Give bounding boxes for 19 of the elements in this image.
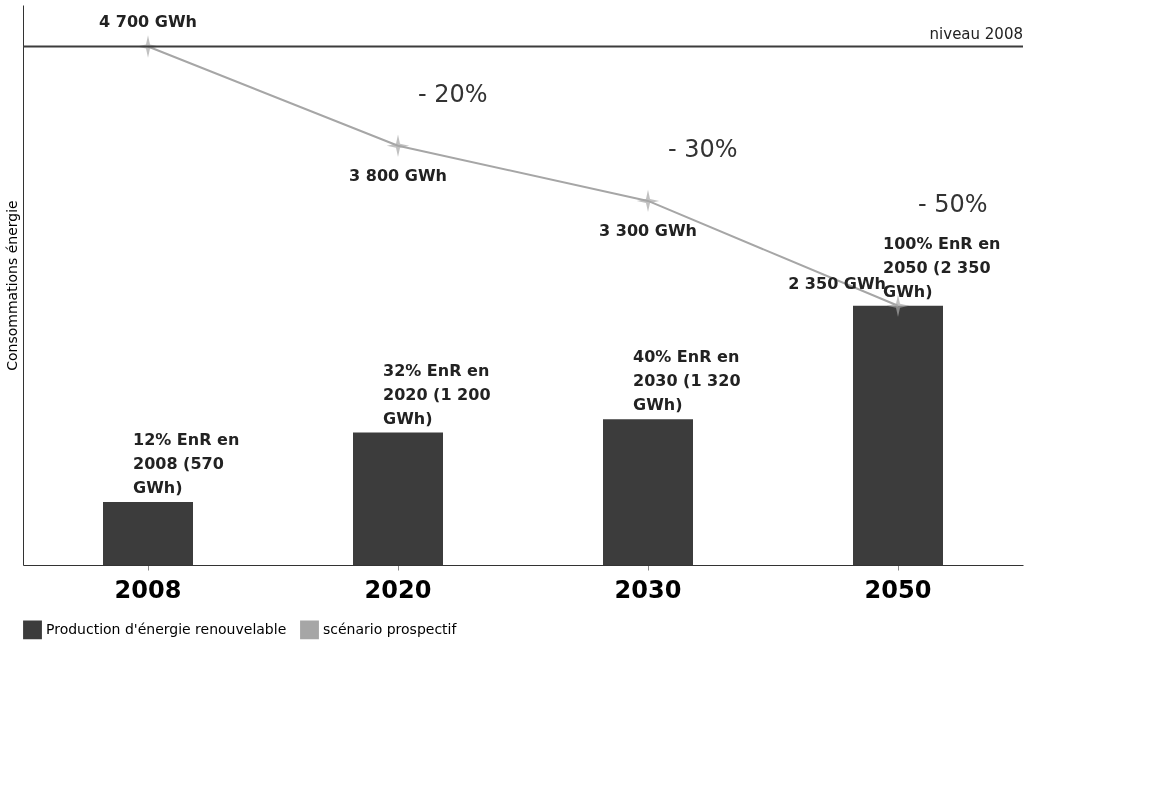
x-tick-label: 2030 [614, 575, 682, 604]
data-label: 12% EnR en 2008 (570 GWh) [133, 430, 240, 498]
annotation: - 50% [918, 190, 988, 218]
legend-label: scénario prospectif [323, 620, 458, 637]
data-label: 3 300 GWh [599, 220, 697, 240]
annotation: - 20% [418, 80, 488, 108]
annotation: - 30% [668, 135, 738, 163]
data-label: 4 700 GWh [99, 12, 197, 32]
x-tick-label: 2008 [114, 575, 182, 604]
data-label: 32% EnR en 2020 (1 200 GWh) [383, 360, 491, 428]
x-tick-label: 2050 [864, 575, 932, 604]
legend-label: Production d'énergie renouvelable [46, 620, 287, 637]
y-axis-title: Consommations énergie [3, 200, 20, 371]
point [386, 134, 410, 157]
ref-line-label: niveau 2008 [929, 25, 1023, 44]
x-tick-label: 2020 [364, 575, 432, 604]
point [636, 189, 660, 213]
data-label: 40% EnR en 2030 (1 320 GWh) [633, 347, 741, 415]
data-label: 3 800 GWh [349, 165, 447, 185]
